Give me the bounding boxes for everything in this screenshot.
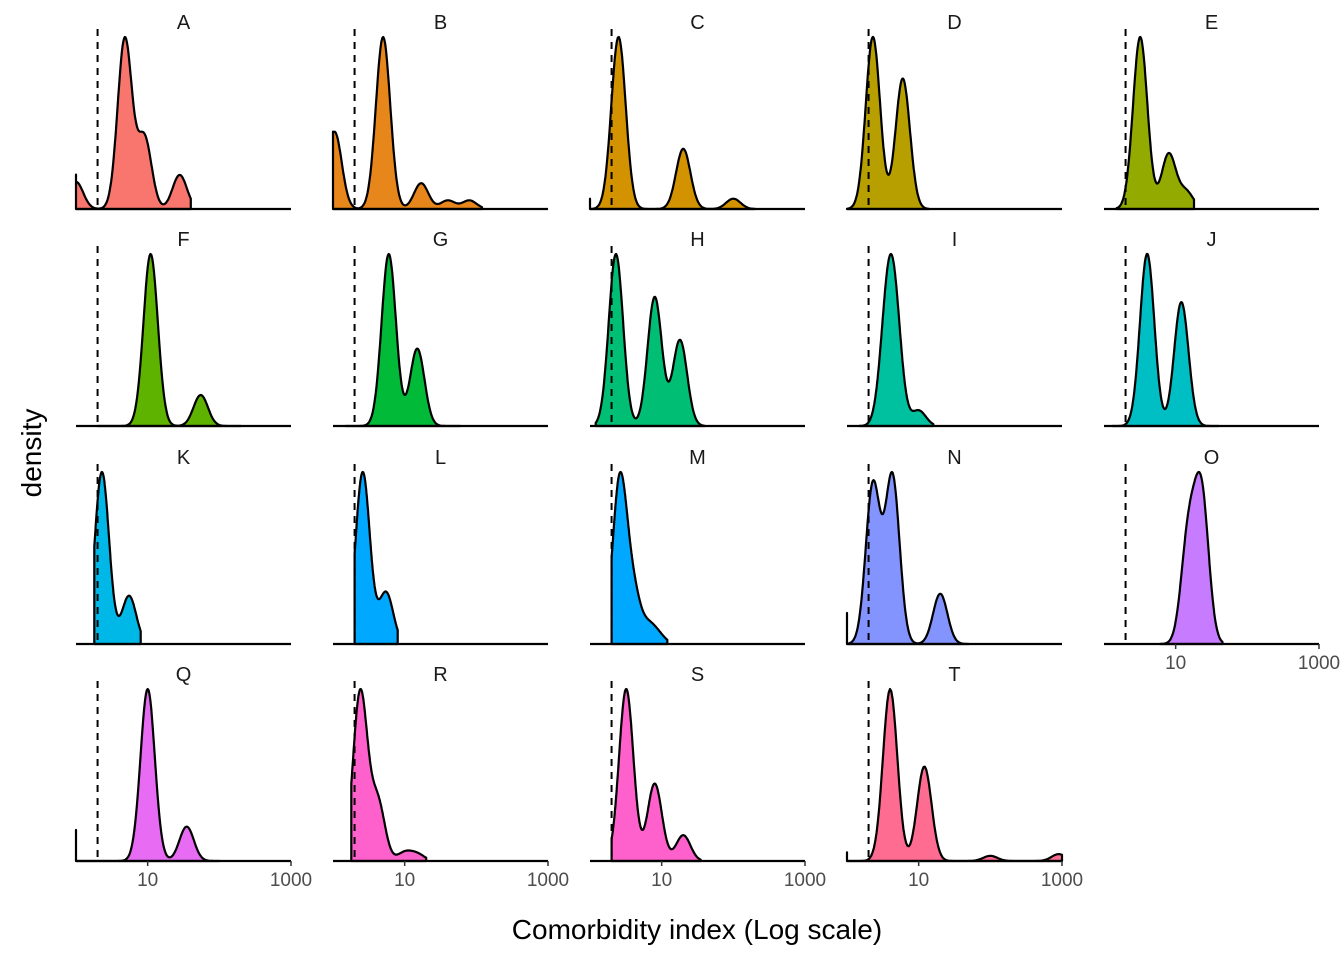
facet-label: J xyxy=(1207,229,1217,251)
x-tick-label: 1000 xyxy=(527,870,569,891)
facet-panel-f: F xyxy=(76,229,291,428)
density-area xyxy=(610,687,702,863)
facet-panel-g: G xyxy=(333,229,548,428)
density-area xyxy=(96,252,242,428)
density-area xyxy=(845,470,970,646)
density-area xyxy=(594,252,706,428)
facet-panel-n: N xyxy=(845,447,1062,646)
x-tick-label: 1000 xyxy=(784,870,826,891)
x-tick-label: 1000 xyxy=(1041,870,1083,891)
density-area xyxy=(588,35,756,211)
facet-panel-c: C xyxy=(588,12,805,211)
density-area xyxy=(1115,35,1196,211)
density-area xyxy=(858,252,935,428)
facet-label: N xyxy=(947,447,961,469)
y-axis-title: density xyxy=(16,409,47,498)
facet-label: Q xyxy=(176,664,192,686)
facet-panel-m: M xyxy=(590,447,805,646)
facet-panel-l: L xyxy=(333,447,548,646)
facet-panel-b: B xyxy=(331,12,548,211)
facet-panels: A B C D E F G H I J K L M N O 10 1000 Q 10 1000 R 10 1000 S 10 10… xyxy=(74,12,1340,891)
facet-panel-k: K xyxy=(76,447,291,646)
facet-label: H xyxy=(690,229,704,251)
facet-panel-h: H xyxy=(590,229,805,428)
density-area xyxy=(344,252,462,428)
facet-label: C xyxy=(690,12,704,34)
facet-panel-i: I xyxy=(847,229,1062,428)
density-area xyxy=(1158,470,1224,646)
facet-panel-r: R 10 1000 xyxy=(333,664,569,891)
facet-label: T xyxy=(948,664,960,686)
facet-label: D xyxy=(947,12,961,34)
facet-panel-d: D xyxy=(845,12,1062,211)
x-tick-label: 10 xyxy=(908,870,929,891)
facet-label: E xyxy=(1205,12,1218,34)
facet-label: A xyxy=(177,12,191,34)
density-area xyxy=(1111,252,1220,428)
x-tick-label: 10 xyxy=(1165,653,1186,674)
density-area xyxy=(610,470,669,646)
density-area xyxy=(845,35,931,211)
facet-label: L xyxy=(435,447,446,469)
facet-label: R xyxy=(433,664,447,686)
facet-panel-e: E xyxy=(1104,12,1319,211)
facet-label: F xyxy=(177,229,189,251)
density-area xyxy=(845,687,1064,863)
facet-panel-t: T 10 1000 xyxy=(845,664,1083,891)
facet-label: K xyxy=(177,447,191,469)
x-tick-label: 10 xyxy=(651,870,672,891)
density-area xyxy=(350,687,428,863)
facet-label: S xyxy=(691,664,704,686)
facet-panel-a: A xyxy=(74,12,291,211)
facet-panel-j: J xyxy=(1104,229,1319,428)
facet-label: M xyxy=(689,447,706,469)
facet-label: O xyxy=(1204,447,1220,469)
facet-panel-q: Q 10 1000 xyxy=(74,664,312,891)
facet-label: I xyxy=(952,229,958,251)
x-tick-label: 1000 xyxy=(1298,653,1340,674)
density-area xyxy=(93,470,142,646)
density-area xyxy=(353,470,399,646)
density-area xyxy=(74,35,192,211)
x-tick-label: 10 xyxy=(137,870,158,891)
facet-label: B xyxy=(434,12,447,34)
x-tick-label: 1000 xyxy=(270,870,312,891)
facet-panel-o: O 10 1000 xyxy=(1104,447,1340,674)
x-tick-label: 10 xyxy=(394,870,415,891)
x-axis-title: Comorbidity index (Log scale) xyxy=(512,914,882,945)
facet-panel-s: S 10 1000 xyxy=(590,664,826,891)
facet-label: G xyxy=(433,229,449,251)
